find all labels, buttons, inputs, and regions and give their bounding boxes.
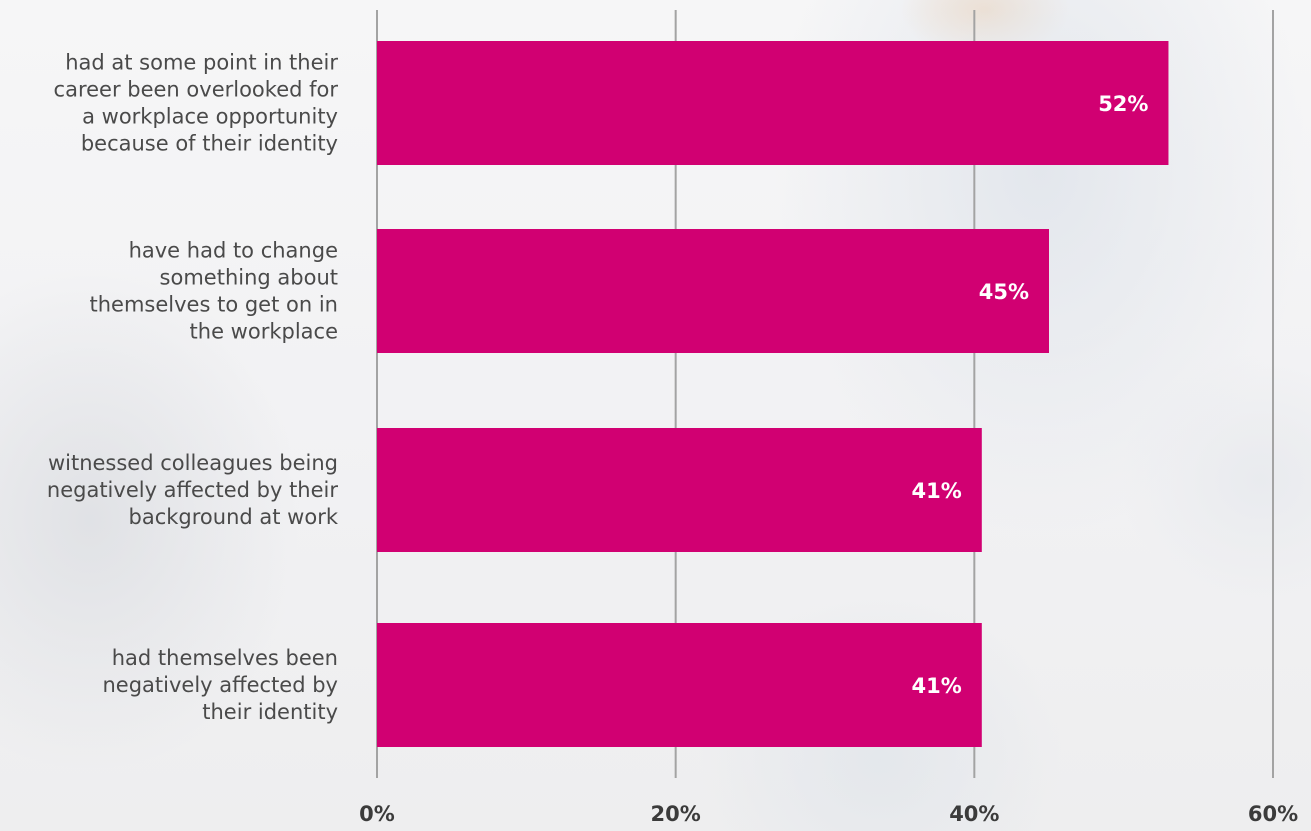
value-label-2: 45% — [979, 280, 1029, 304]
category-label-4: had themselves been negatively affected b… — [102, 646, 338, 724]
value-label-1: 52% — [1098, 92, 1148, 116]
x-tick-label-60: 60% — [1248, 802, 1298, 826]
category-label-1: had at some point in their career been ov… — [54, 51, 339, 156]
x-tick-label-20: 20% — [651, 802, 701, 826]
x-tick-label-0: 0% — [359, 802, 395, 826]
bar-3 — [377, 428, 982, 552]
category-label-3: witnessed colleagues being negatively aff… — [47, 451, 339, 529]
bars: 52% 45% 41% 41% — [377, 41, 1169, 747]
value-label-3: 41% — [912, 479, 962, 503]
value-label-4: 41% — [912, 674, 962, 698]
bar-2 — [377, 229, 1049, 353]
bar-4 — [377, 623, 982, 747]
x-axis-tick-labels: 0% 20% 40% 60% — [359, 802, 1298, 826]
category-label-2: have had to change something about themsel… — [90, 239, 338, 344]
category-labels: had at some point in their career been ov… — [47, 51, 339, 725]
x-tick-label-40: 40% — [949, 802, 999, 826]
bar-1 — [377, 41, 1169, 165]
